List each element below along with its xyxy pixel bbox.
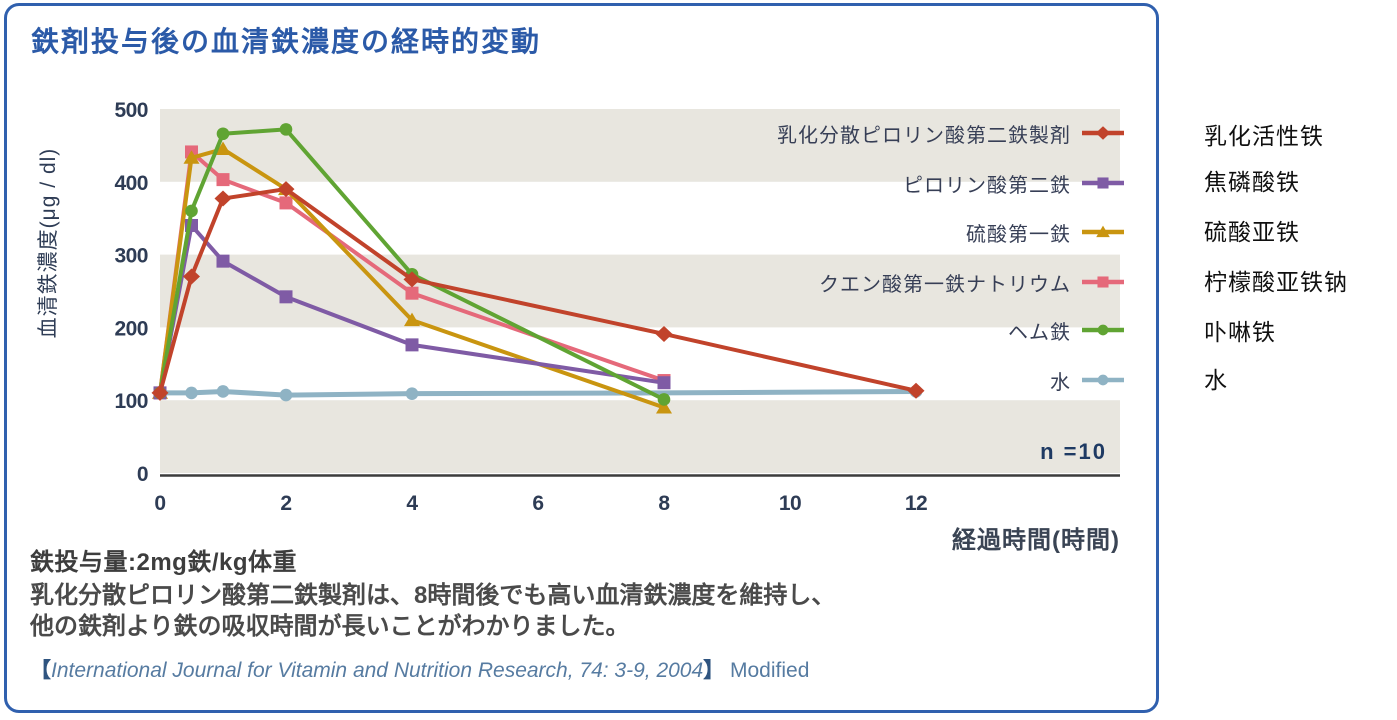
x-tick-label: 2 (280, 492, 291, 515)
translation-label: 乳化活性铁 (1204, 123, 1324, 149)
citation-open-bracket: 【 (30, 659, 51, 682)
citation-journal: International Journal for Vitamin and Nu… (51, 659, 568, 682)
x-axis-label: 経過時間(時間) (952, 527, 1120, 554)
x-tick-label: 10 (779, 492, 801, 515)
translation-label: 柠檬酸亚铁钠 (1204, 269, 1348, 295)
translation-label: 卟啉铁 (1204, 319, 1276, 345)
page-title: 鉄剤投与後の血清鉄濃度の経時的変動 (31, 26, 542, 57)
y-tick-label: 400 (114, 172, 148, 195)
plot-band (160, 254, 1120, 328)
citation-close-bracket: 】 (703, 659, 725, 682)
citation-volume: , 74: 3-9, 2004 (567, 659, 704, 682)
x-tick-label: 0 (154, 492, 165, 515)
serum-iron-line-chart: 0 100 200 300 400 500 0 2 4 6 8 10 12 n =10 (114, 99, 1120, 515)
x-tick-label: 4 (406, 492, 418, 515)
y-tick-label: 500 (114, 99, 148, 122)
citation: 【International Journal for Vitamin and N… (30, 654, 809, 684)
translation-label: 焦磷酸铁 (1204, 169, 1300, 195)
x-tick-label: 8 (658, 492, 670, 515)
translation-label: 硫酸亚铁 (1204, 219, 1300, 245)
finding-line-1: 乳化分散ピロリン酸第二鉄製剤は、8時間後でも高い血清鉄濃度を維持し、 (30, 582, 836, 609)
series-5 (153, 385, 923, 402)
dose-note: 鉄投与量:2mg鉄/kg体重 (30, 549, 298, 576)
y-tick-label: 0 (137, 463, 148, 486)
y-tick-label: 200 (114, 317, 148, 340)
series-0 (151, 181, 925, 401)
plot-band (160, 109, 1120, 182)
finding-text: 乳化分散ピロリン酸第二鉄製剤は、8時間後でも高い血清鉄濃度を維持し、 他の鉄剤よ… (30, 580, 835, 642)
translation-label: 水 (1204, 367, 1228, 393)
plot-band (160, 400, 1120, 473)
x-tick-label: 6 (532, 492, 543, 515)
citation-modified: Modified (724, 659, 810, 682)
x-tick-label: 12 (905, 492, 927, 515)
y-tick-label: 100 (114, 390, 148, 413)
finding-line-2: 他の鉄剤より鉄の吸収時間が長いことがわかりました。 (30, 613, 630, 640)
sample-size-note: n =10 (1040, 439, 1107, 464)
y-tick-label: 300 (114, 245, 148, 268)
